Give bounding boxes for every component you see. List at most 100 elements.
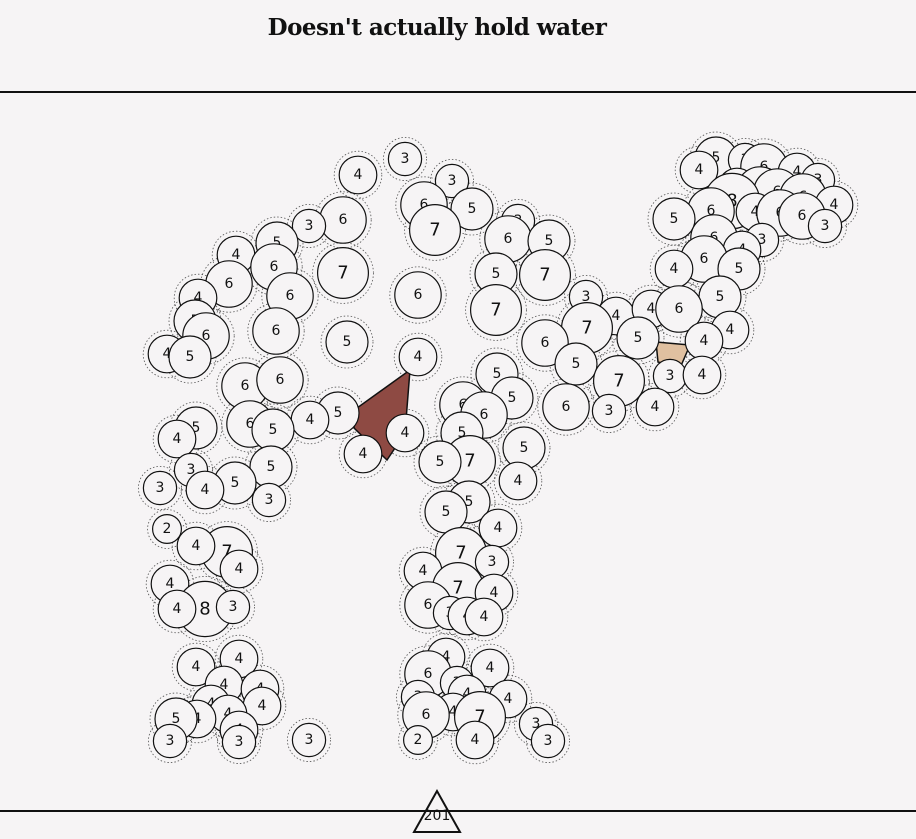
- node-circle[interactable]: [152, 723, 188, 759]
- node[interactable]: 5: [652, 197, 696, 241]
- node-circle[interactable]: [554, 342, 598, 386]
- node-circle[interactable]: [498, 461, 538, 501]
- node-circle[interactable]: [142, 470, 178, 506]
- node[interactable]: 4: [684, 321, 724, 361]
- node[interactable]: 5: [168, 335, 212, 379]
- node[interactable]: 4: [470, 648, 510, 688]
- node[interactable]: 7: [409, 204, 462, 257]
- node-circle[interactable]: [542, 383, 590, 431]
- node-circle[interactable]: [325, 320, 369, 364]
- node-circle[interactable]: [317, 247, 370, 300]
- node-circle[interactable]: [530, 723, 566, 759]
- node[interactable]: 3: [291, 208, 327, 244]
- node-circle[interactable]: [219, 549, 259, 589]
- node[interactable]: 6: [542, 383, 590, 431]
- node-circle[interactable]: [418, 440, 462, 484]
- node[interactable]: 3: [291, 722, 327, 758]
- node-circle[interactable]: [518, 249, 571, 302]
- node-circle[interactable]: [470, 284, 523, 337]
- node-circle[interactable]: [176, 647, 216, 687]
- node-circle[interactable]: [157, 419, 197, 459]
- node[interactable]: 3: [387, 141, 423, 177]
- node[interactable]: 3: [215, 589, 251, 625]
- node-circle[interactable]: [434, 163, 470, 199]
- node-circle[interactable]: [256, 356, 304, 404]
- node-circle[interactable]: [252, 307, 300, 355]
- node[interactable]: 5: [424, 490, 468, 534]
- node[interactable]: 3: [652, 358, 688, 394]
- node-circle[interactable]: [176, 526, 216, 566]
- node[interactable]: 5: [450, 187, 494, 231]
- node[interactable]: 3: [142, 470, 178, 506]
- node[interactable]: 3: [152, 723, 188, 759]
- node[interactable]: 4: [385, 413, 425, 453]
- node[interactable]: 4: [498, 461, 538, 501]
- node[interactable]: 6: [394, 271, 442, 319]
- node-circle[interactable]: [403, 724, 434, 755]
- node[interactable]: 4: [464, 597, 504, 637]
- node[interactable]: 6: [319, 196, 367, 244]
- node-circle[interactable]: [291, 208, 327, 244]
- node[interactable]: 5: [325, 320, 369, 364]
- node[interactable]: 6: [655, 285, 703, 333]
- node-circle[interactable]: [387, 141, 423, 177]
- node-circle[interactable]: [682, 355, 722, 395]
- node[interactable]: 7: [317, 247, 370, 300]
- node-circle[interactable]: [291, 722, 327, 758]
- node[interactable]: 6: [252, 307, 300, 355]
- node[interactable]: 4: [338, 155, 378, 195]
- node-circle[interactable]: [221, 724, 257, 760]
- node[interactable]: 4: [219, 549, 259, 589]
- node-circle[interactable]: [616, 316, 660, 360]
- node[interactable]: 3: [807, 208, 843, 244]
- node[interactable]: 3: [251, 482, 287, 518]
- node[interactable]: 3: [530, 723, 566, 759]
- node[interactable]: 4: [176, 647, 216, 687]
- node-circle[interactable]: [185, 470, 225, 510]
- node[interactable]: 4: [398, 337, 438, 377]
- node-circle[interactable]: [394, 271, 442, 319]
- node-circle[interactable]: [455, 720, 495, 760]
- node-circle[interactable]: [807, 208, 843, 244]
- node-circle[interactable]: [385, 413, 425, 453]
- node[interactable]: 4: [290, 400, 330, 440]
- node-circle[interactable]: [652, 197, 696, 241]
- node-circle[interactable]: [215, 589, 251, 625]
- node[interactable]: 7: [518, 249, 571, 302]
- node[interactable]: 4: [185, 470, 225, 510]
- node[interactable]: 4: [654, 249, 694, 289]
- node-circle[interactable]: [635, 387, 675, 427]
- node-circle[interactable]: [655, 285, 703, 333]
- node[interactable]: 3: [591, 393, 627, 429]
- node-circle[interactable]: [338, 155, 378, 195]
- node[interactable]: 5: [616, 316, 660, 360]
- node-circle[interactable]: [591, 393, 627, 429]
- node[interactable]: 5: [251, 408, 295, 452]
- node[interactable]: 5: [418, 440, 462, 484]
- node-circle[interactable]: [157, 589, 197, 629]
- node[interactable]: 4: [157, 589, 197, 629]
- node-circle[interactable]: [343, 434, 383, 474]
- node-circle[interactable]: [168, 335, 212, 379]
- node-circle[interactable]: [470, 648, 510, 688]
- node[interactable]: 4: [157, 419, 197, 459]
- node[interactable]: 5: [554, 342, 598, 386]
- node[interactable]: 4: [343, 434, 383, 474]
- node-circle[interactable]: [409, 204, 462, 257]
- node[interactable]: 3: [474, 544, 510, 580]
- node[interactable]: 4: [635, 387, 675, 427]
- node-circle[interactable]: [450, 187, 494, 231]
- node-circle[interactable]: [398, 337, 438, 377]
- node[interactable]: 4: [478, 508, 518, 548]
- node[interactable]: 7: [470, 284, 523, 337]
- node-circle[interactable]: [152, 513, 183, 544]
- node-circle[interactable]: [679, 150, 719, 190]
- node[interactable]: 4: [455, 720, 495, 760]
- node[interactable]: 2: [152, 513, 183, 544]
- node[interactable]: 3: [221, 724, 257, 760]
- node-circle[interactable]: [464, 597, 504, 637]
- node-circle[interactable]: [251, 482, 287, 518]
- node[interactable]: 4: [176, 526, 216, 566]
- node[interactable]: 6: [256, 356, 304, 404]
- node[interactable]: 4: [679, 150, 719, 190]
